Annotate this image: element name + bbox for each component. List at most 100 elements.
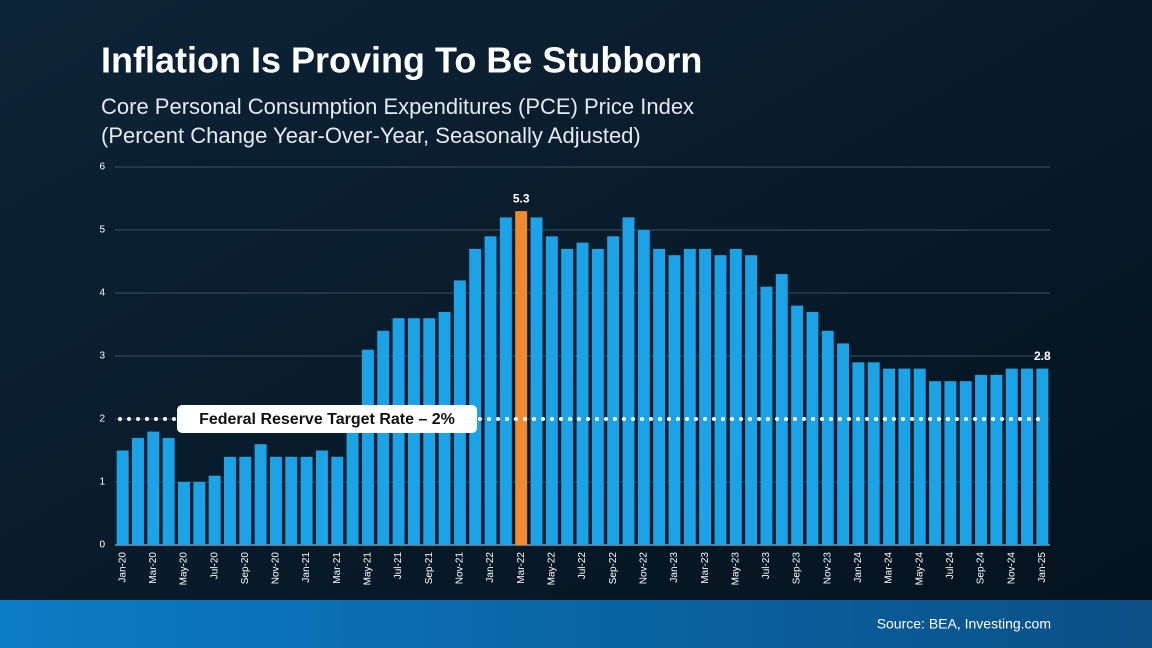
x-tick-label: Mar-20: [148, 552, 159, 584]
bar: [837, 343, 850, 545]
bar: [959, 381, 972, 545]
x-tick-label: Nov-24: [1006, 552, 1017, 585]
bar: [929, 381, 942, 545]
x-tick-label: Mar-21: [332, 552, 343, 584]
x-tick-label: Jul-21: [393, 552, 404, 580]
bar: [806, 311, 819, 545]
x-tick-label: May-23: [730, 552, 741, 586]
bar: [269, 456, 282, 545]
bar: [239, 456, 252, 545]
bar: [499, 217, 512, 545]
reference-label-box: [177, 405, 477, 433]
x-tick-label: Sep-23: [792, 552, 803, 585]
y-tick-label: 0: [99, 540, 105, 551]
x-tick-label: Jul-20: [209, 552, 220, 580]
bar: [622, 217, 635, 545]
bar: [637, 230, 650, 545]
bar: [576, 242, 589, 545]
bar: [668, 255, 681, 545]
y-tick-label: 3: [99, 351, 105, 362]
bar: [653, 248, 666, 545]
x-tick-label: Jan-21: [301, 552, 312, 583]
bar: [867, 362, 880, 545]
bar: [223, 456, 236, 545]
bar: [484, 236, 497, 546]
bar: [254, 444, 267, 545]
x-tick-label: May-22: [546, 552, 557, 586]
y-tick-label: 2: [99, 414, 105, 425]
bar: [377, 330, 390, 545]
value-label: 2.8: [1034, 349, 1051, 363]
y-tick-label: 1: [99, 477, 105, 488]
bar: [177, 482, 190, 545]
x-tick-label: Nov-20: [271, 552, 282, 585]
x-tick-label: Sep-20: [240, 552, 251, 585]
x-tick-label: Jan-23: [669, 552, 680, 583]
x-tick-label: Jul-22: [577, 552, 588, 580]
value-label: 5.3: [513, 191, 530, 205]
bar: [545, 236, 558, 546]
bar: [852, 362, 865, 545]
bar: [944, 381, 957, 545]
reference-label: Federal Reserve Target Rate – 2%: [199, 411, 455, 428]
subtitle: (Percent Change Year-Over-Year, Seasonal…: [101, 123, 641, 148]
x-tick-label: Sep-22: [608, 552, 619, 585]
bar: [1021, 368, 1033, 545]
x-tick-label: May-24: [914, 552, 925, 586]
title: Inflation Is Proving To Be Stubborn: [101, 40, 702, 81]
x-tick-label: Jul-24: [945, 552, 956, 580]
bar: [300, 456, 313, 545]
x-tick-label: Jan-24: [853, 552, 864, 583]
x-tick-label: Mar-22: [516, 552, 527, 584]
y-tick-label: 4: [99, 288, 105, 299]
bar: [775, 274, 788, 545]
bar: [898, 368, 911, 545]
bar: [346, 425, 359, 545]
x-tick-label: Jan-20: [117, 552, 128, 583]
bar: [515, 211, 528, 545]
bar: [791, 305, 804, 545]
x-tick-label: Jan-25: [1037, 552, 1048, 583]
bar: [760, 286, 773, 545]
bar: [285, 456, 298, 545]
x-tick-label: Nov-21: [455, 552, 466, 585]
bar: [193, 482, 206, 545]
bar: [208, 475, 221, 545]
bar: [683, 248, 696, 545]
x-tick-label: Nov-22: [638, 552, 649, 585]
x-tick-label: May-20: [179, 552, 190, 586]
x-tick-label: Sep-24: [976, 552, 987, 585]
x-tick-label: Jan-22: [485, 552, 496, 583]
bar: [132, 437, 144, 545]
bar: [913, 368, 926, 545]
bar: [821, 330, 834, 545]
subtitle: Core Personal Consumption Expenditures (…: [101, 94, 694, 119]
y-tick-label: 6: [99, 162, 105, 173]
x-tick-label: Mar-24: [884, 552, 895, 584]
x-tick-label: Nov-23: [822, 552, 833, 585]
bar: [162, 437, 175, 545]
x-tick-label: Sep-21: [424, 552, 435, 585]
x-tick-label: Mar-23: [700, 552, 711, 584]
bar: [561, 248, 574, 545]
bar: [116, 450, 129, 545]
bar: [975, 374, 988, 545]
bar: [530, 217, 543, 545]
bar: [1005, 368, 1018, 545]
bar: [714, 255, 727, 545]
bar: [699, 248, 712, 545]
footer-band: [0, 600, 1152, 648]
x-tick-label: May-21: [363, 552, 374, 586]
bar: [147, 431, 160, 545]
bar: [331, 456, 344, 545]
bar: [745, 255, 758, 545]
bar: [591, 248, 604, 545]
bar: [361, 349, 374, 545]
bar: [469, 248, 482, 545]
bar: [990, 374, 1003, 545]
y-tick-label: 5: [99, 225, 105, 236]
x-tick-label: Jul-23: [761, 552, 772, 580]
bar: [729, 248, 742, 545]
bar: [883, 368, 896, 545]
